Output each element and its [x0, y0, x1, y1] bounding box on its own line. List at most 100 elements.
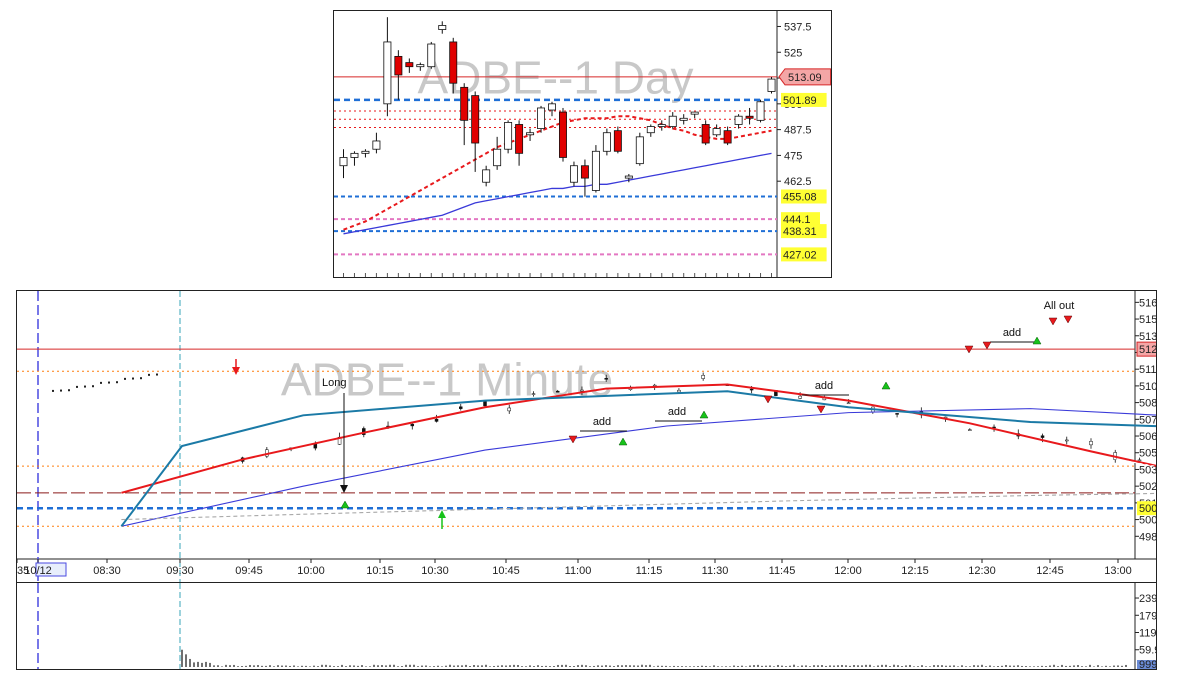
daily-chart: ADBE--1 Day537.5525512.5500487.5475462.5… [334, 11, 831, 277]
price-tag-label: 500.85 [1139, 503, 1156, 515]
x-tick-label: 12:45 [1036, 565, 1064, 577]
price-tag-bg [1137, 501, 1156, 516]
price-tag-label: 512.75 [1139, 344, 1156, 356]
series-blue_ma [121, 408, 1156, 527]
buy-marker [881, 381, 891, 390]
x-tick-label: 10/12 [24, 565, 52, 577]
premarket-dot [68, 389, 70, 392]
candle-body [449, 41, 458, 84]
candle-body [1065, 439, 1069, 442]
y-tick-label: 119.8K [1139, 627, 1156, 639]
x-tick-label: 10:45 [492, 565, 520, 577]
candle-body [602, 132, 611, 152]
x-tick-label: 11:30 [702, 565, 729, 577]
premarket-dot [84, 385, 86, 388]
buy-marker [340, 500, 350, 509]
annotation-add: add [593, 416, 611, 428]
price-tag-bg [781, 224, 827, 239]
price-tag-bg [781, 92, 827, 107]
price-tag-label: 501.89 [783, 95, 817, 107]
price-tag-label: 513.09 [788, 72, 822, 84]
annotation-all-out: All out [1044, 300, 1075, 312]
y-tick-label: 487.5 [784, 125, 812, 137]
candle-body [756, 101, 765, 121]
buy-marker [618, 437, 628, 446]
candle-body [745, 115, 754, 119]
chart-watermark: ADBE--1 Day [417, 52, 693, 104]
date-tag-bg [35, 562, 67, 577]
candle-body [493, 148, 502, 167]
sell-marker [763, 395, 773, 404]
premarket-dot [132, 377, 134, 380]
candle-body [1089, 441, 1093, 446]
y-tick-label: 513.75 [1139, 331, 1156, 343]
candle-body [460, 86, 469, 121]
x-tick-label: 35 [17, 565, 29, 577]
candle-body [749, 388, 754, 391]
candle-body [657, 124, 666, 127]
x-tick-label: 11:45 [769, 565, 796, 577]
x-tick-label: 12:30 [968, 565, 996, 577]
y-tick-label: 505 [1139, 448, 1156, 460]
candle-body [410, 423, 415, 427]
price-tag-label: 427.02 [783, 249, 817, 261]
daily-chart-panel: ADBE--1 Day537.5525512.5500487.5475462.5… [333, 10, 832, 278]
candle-body [895, 413, 899, 415]
premarket-dot [52, 389, 54, 392]
y-tick-label: 59.9K [1139, 645, 1156, 657]
y-tick-label: 515 [1139, 314, 1156, 326]
price-tag-label: 438.31 [783, 226, 817, 238]
candle-body [846, 402, 851, 405]
price-tag-bg [1136, 341, 1156, 357]
y-tick-label: 502.5 [1139, 481, 1156, 493]
sell-marker [1063, 315, 1073, 324]
price-tag-label: 455.08 [783, 192, 817, 204]
sell-marker [568, 435, 578, 444]
candle-body [679, 117, 688, 121]
candle-body [604, 378, 608, 380]
candle-body [668, 115, 677, 127]
series-red_ma [121, 383, 1156, 494]
x-tick-label: 12:15 [901, 565, 929, 577]
price-tag-bg [781, 189, 827, 204]
buy-marker [699, 410, 709, 419]
annotation-add: add [668, 406, 686, 418]
price-tag-bg [778, 68, 831, 86]
candle-body [434, 418, 439, 422]
candle-body [624, 175, 633, 179]
candle-body [531, 393, 536, 395]
candle-body [559, 111, 567, 158]
premarket-dot [92, 385, 94, 388]
y-tick-label: 516.25 [1139, 297, 1156, 309]
up-arrow-marker [438, 510, 446, 518]
premarket-dot [140, 377, 142, 380]
y-tick-label: 537.5 [784, 21, 812, 33]
candle-body [798, 395, 802, 399]
sell-marker [964, 345, 974, 354]
y-tick-label: 510 [1139, 381, 1156, 393]
minute-chart-panel: ADBE--1 Minute516.25515513.75512.5511.25… [16, 290, 1157, 584]
series-gray_ma [121, 492, 1156, 521]
candle-body [690, 111, 699, 115]
y-tick-label: 507.5 [1139, 414, 1156, 426]
y-tick-label: 503.75 [1139, 464, 1156, 476]
x-tick-label: 13:00 [1104, 565, 1132, 577]
candle-body [677, 389, 681, 393]
price-tag-label: 444.1 [783, 214, 811, 226]
annotation-add: add [815, 380, 833, 392]
candle-body [569, 165, 578, 183]
x-tick-label: 09:45 [235, 565, 263, 577]
candle-body [507, 407, 511, 412]
candle-body [548, 103, 556, 111]
volume-tag-label: 999 [1139, 659, 1156, 669]
candle-body [591, 150, 600, 191]
candle-body [394, 55, 403, 76]
annotation-add: add [1003, 327, 1021, 339]
volume-chart: 239.5K 179.6K 119.8K 59.9K 999 [37, 583, 1156, 669]
candle-body [580, 165, 589, 179]
buy-marker [1032, 336, 1042, 345]
candle-body [1137, 459, 1142, 462]
candle-body [555, 390, 560, 393]
premarket-dot [124, 377, 126, 380]
volume-tag-bg [1137, 660, 1156, 669]
